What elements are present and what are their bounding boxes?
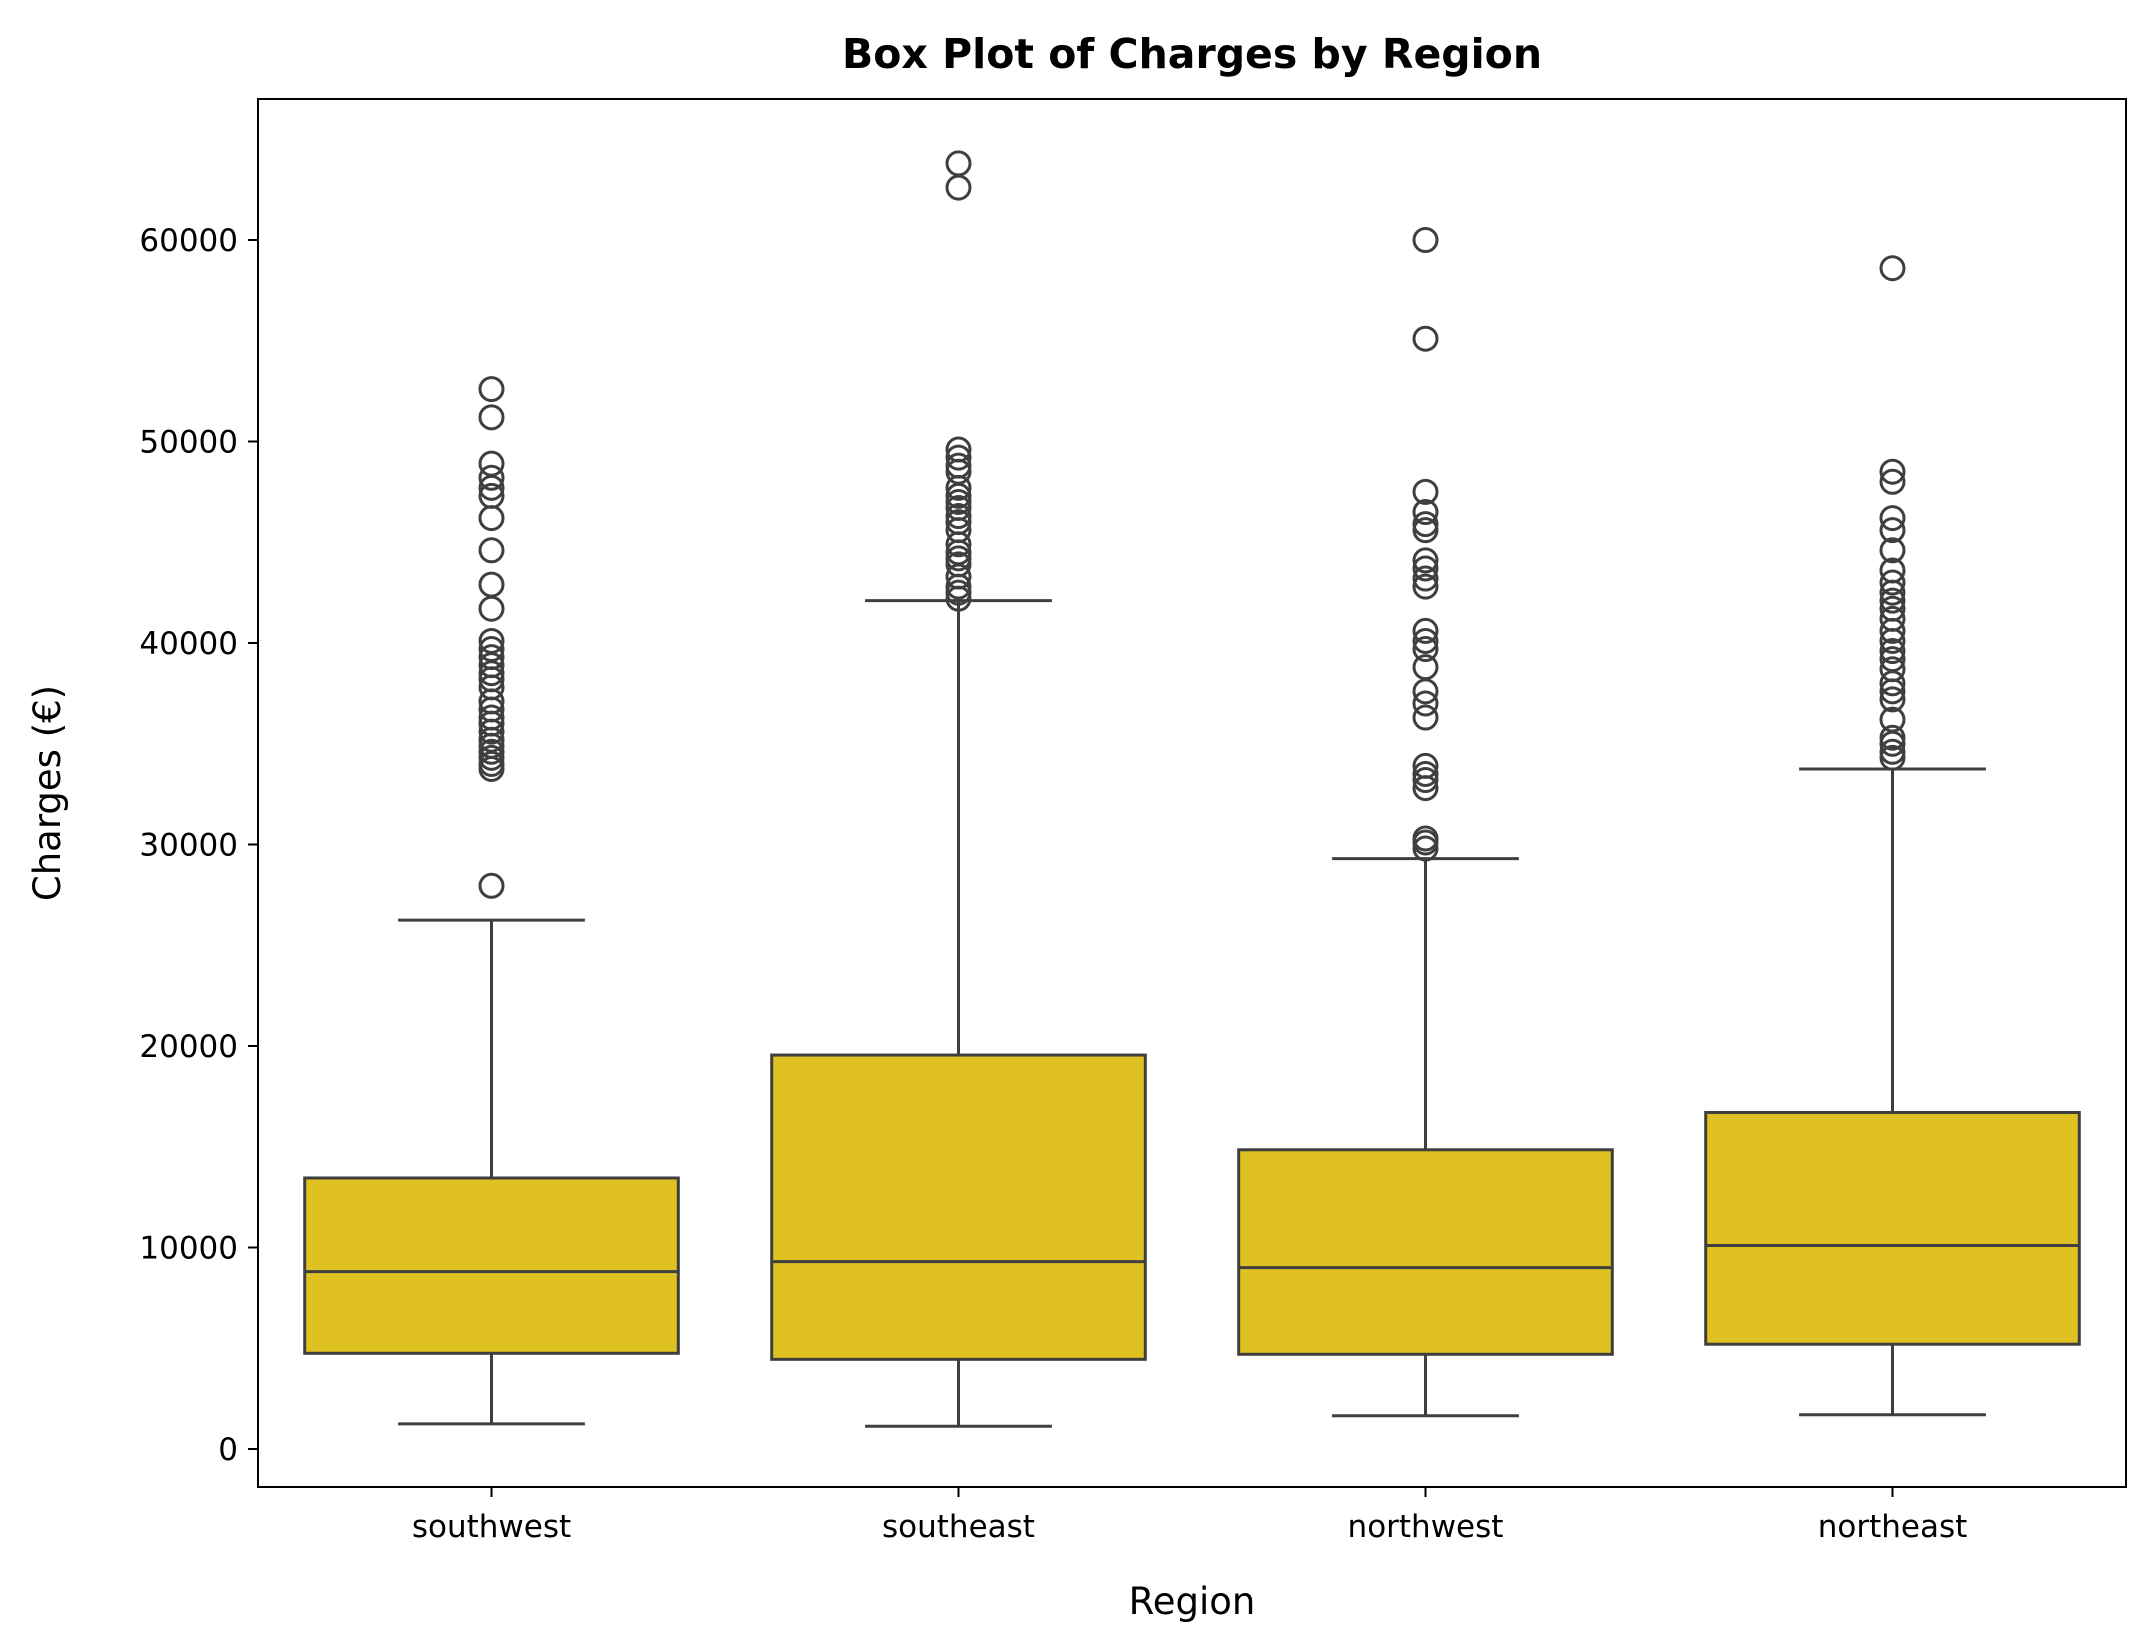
outlier-point [1879,724,1906,751]
outlier-point [1412,325,1439,352]
outlier-point [945,444,972,471]
outlier-point [1879,738,1906,765]
outlier-point [1412,565,1439,592]
outlier-point [1412,636,1439,663]
outlier-point [1412,760,1439,787]
box-group-southeast [770,150,1147,1428]
outlier-point [1879,468,1906,495]
y-tick-label: 20000 [139,1029,238,1065]
outlier-point [945,150,972,177]
outlier-point [945,436,972,463]
outlier-point [1412,690,1439,717]
outlier-point [1879,595,1906,622]
outlier-point [1412,752,1439,779]
outlier-point [478,376,505,403]
outlier-point [1879,656,1906,683]
y-ticks: 0 10000 20000 30000 40000 50000 60000 [139,223,258,1468]
outlier-point [478,482,505,509]
outlier-point [478,537,505,564]
outlier-point [1412,511,1439,538]
iqr-box [303,1176,680,1355]
box-group-northeast [1704,255,2081,1417]
outlier-point [478,704,505,731]
outlier-point [1412,227,1439,253]
box-group-southwest [303,376,680,1426]
outlier-point [1412,704,1439,731]
outlier-point [478,644,505,671]
iqr-box [1237,1148,1614,1356]
outlier-point [1879,537,1906,564]
outlier-point [1879,646,1906,673]
boxes-layer [303,150,2081,1428]
x-ticks: southwest southeast northwest northeast [412,1487,1967,1545]
y-tick-label: 60000 [139,223,238,259]
outlier-point [1879,458,1906,485]
x-tick-label: southwest [412,1509,571,1545]
outlier-point [1879,686,1906,713]
outlier-point [1412,825,1439,852]
x-tick-label: southeast [882,1509,1035,1545]
outlier-point [945,503,972,530]
outlier-point [1879,517,1906,544]
y-tick-label: 40000 [139,626,238,662]
outlier-point [478,571,505,598]
outlier-point [1412,478,1439,505]
outlier-point [478,636,505,663]
outlier-point [478,404,505,431]
outlier-point [1879,255,1906,282]
outlier-point [478,450,505,477]
outlier-point [1412,654,1439,681]
outlier-point [1879,557,1906,584]
iqr-box [770,1053,1147,1361]
y-tick-label: 50000 [139,425,238,461]
iqr-box [1704,1110,2081,1346]
outlier-point [1879,505,1906,532]
outlier-point [1412,555,1439,582]
y-axis-label: Charges (€) [26,685,69,901]
outlier-point [478,872,505,899]
outlier-point [1879,569,1906,596]
outlier-point [1879,587,1906,614]
outlier-point [1412,627,1439,654]
outlier-point [1412,617,1439,644]
plot-frame [257,98,2127,1488]
outlier-point [478,464,505,491]
x-tick-label: northwest [1348,1509,1504,1545]
outlier-point [478,627,505,654]
x-tick-label: northeast [1818,1509,1968,1545]
outlier-point [1879,605,1906,632]
outlier-point [1412,499,1439,526]
y-tick-label: 0 [218,1432,238,1468]
x-axis-label: Region [1129,1580,1256,1623]
outlier-point [1879,638,1906,665]
outlier-point [945,452,972,479]
chart-title: Box Plot of Charges by Region [842,30,1542,78]
box-group-northwest [1237,227,1614,1418]
y-tick-label: 30000 [139,828,238,864]
outlier-point [1412,547,1439,574]
outlier-point [1412,573,1439,600]
y-tick-label: 10000 [139,1231,238,1267]
outlier-point [1879,706,1906,733]
